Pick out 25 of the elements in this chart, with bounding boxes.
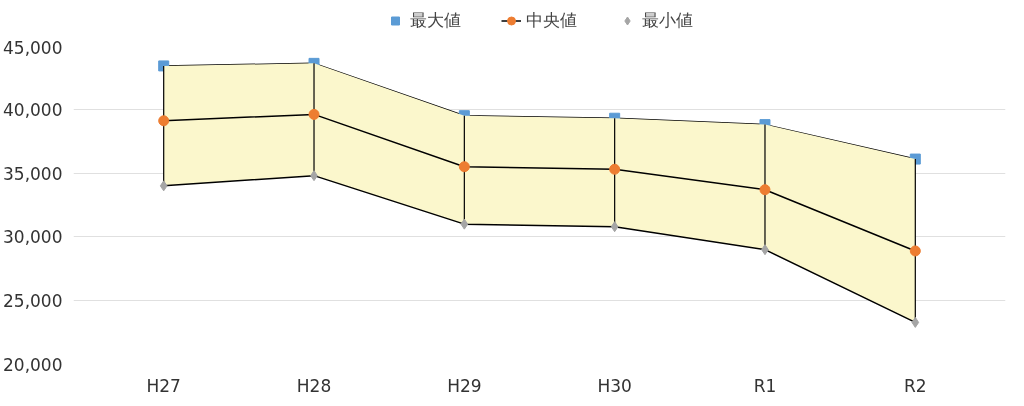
x-tick-label: H30	[597, 375, 632, 396]
point	[460, 218, 469, 230]
point	[909, 245, 921, 257]
y-tick-label: 35,000	[3, 163, 63, 184]
y-tick-label: 30,000	[3, 227, 63, 248]
point	[159, 180, 168, 192]
y-tick-label: 40,000	[3, 99, 63, 120]
point	[759, 184, 771, 196]
point	[308, 108, 320, 120]
y-tick-label: 25,000	[3, 291, 63, 312]
point	[458, 161, 470, 173]
legend-label: 中央値	[526, 8, 577, 32]
legend-label: 最小値	[642, 8, 693, 32]
x-tick-label: H29	[447, 375, 482, 396]
y-tick-label: 45,000	[3, 37, 63, 58]
point	[609, 163, 621, 175]
point	[158, 115, 170, 127]
x-tick-label: H27	[146, 375, 181, 396]
legend-label: 最大値	[410, 8, 461, 32]
point	[911, 316, 920, 328]
x-tick-label: H28	[296, 375, 332, 396]
point	[610, 221, 619, 233]
x-tick-label: R1	[753, 375, 777, 396]
y-tick-label: 20,000	[3, 355, 63, 375]
x-tick-label: R2	[903, 375, 927, 396]
